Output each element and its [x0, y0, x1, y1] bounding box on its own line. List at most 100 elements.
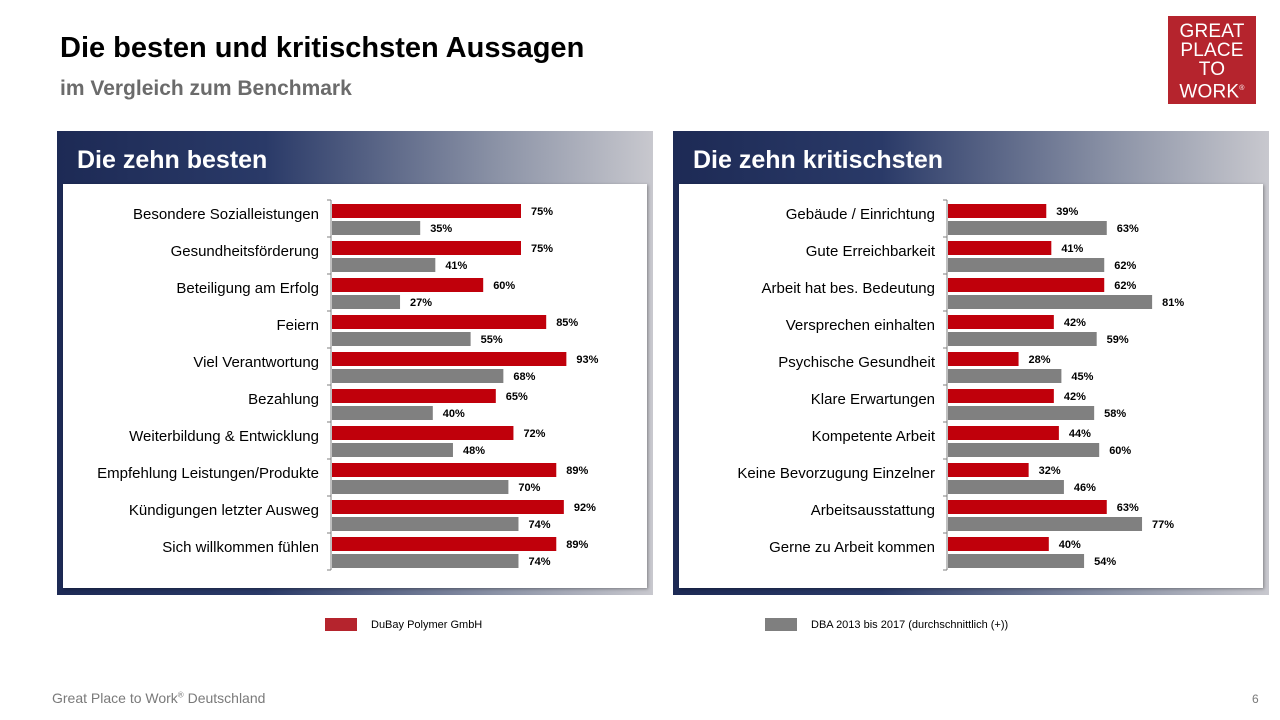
company-value-label: 89%	[566, 465, 588, 477]
footer-brand: Great Place to Work	[52, 690, 178, 706]
legend-label-benchmark: DBA 2013 bis 2017 (durchschnittlich (+))	[811, 618, 1009, 631]
category-label: Beteiligung am Erfolg	[176, 280, 319, 297]
benchmark-value-label: 54%	[1094, 556, 1116, 568]
company-value-label: 89%	[566, 539, 588, 551]
category-label: Versprechen einhalten	[786, 317, 935, 334]
best-panel-title: Die zehn besten	[77, 146, 268, 174]
company-value-label: 40%	[1059, 539, 1081, 551]
company-bar	[948, 352, 1019, 366]
benchmark-value-label: 40%	[443, 408, 465, 420]
category-label: Psychische Gesundheit	[778, 354, 936, 371]
company-bar	[332, 315, 547, 329]
company-value-label: 65%	[506, 391, 528, 403]
company-bar	[948, 500, 1107, 514]
benchmark-bar	[332, 517, 519, 531]
category-label: Weiterbildung & Entwicklung	[129, 428, 319, 445]
benchmark-bar	[948, 406, 1095, 420]
benchmark-bar	[332, 480, 509, 494]
logo-line-2: PLACE	[1180, 40, 1244, 61]
company-bar	[948, 278, 1105, 292]
legend-swatch-company	[325, 618, 357, 631]
category-label: Gebäude / Einrichtung	[786, 206, 935, 223]
company-bar	[332, 204, 521, 218]
legend-benchmark: DBA 2013 bis 2017 (durchschnittlich (+))	[765, 618, 1008, 631]
footer-suffix: Deutschland	[183, 690, 266, 706]
benchmark-bar	[948, 221, 1107, 235]
company-value-label: 75%	[531, 243, 553, 255]
benchmark-value-label: 74%	[528, 519, 550, 531]
company-bar	[332, 500, 564, 514]
company-bar	[948, 315, 1054, 329]
benchmark-value-label: 62%	[1114, 260, 1136, 272]
critical-statements-chart: Gebäude / Einrichtung 39% 63% Gute Erreichb…	[737, 199, 1184, 571]
page-number: 6	[1252, 692, 1259, 706]
category-label: Keine Bevorzugung Einzelner	[737, 465, 935, 482]
logo-registered-mark: ®	[1239, 85, 1245, 92]
company-value-label: 28%	[1029, 354, 1051, 366]
benchmark-value-label: 81%	[1162, 297, 1184, 309]
category-label: Feiern	[276, 317, 319, 334]
category-label: Arbeitsausstattung	[811, 502, 935, 519]
page-title: Die besten und kritischsten Aussagen	[60, 32, 585, 64]
benchmark-value-label: 58%	[1104, 408, 1126, 420]
benchmark-bar	[948, 258, 1105, 272]
critical-panel-title: Die zehn kritischsten	[693, 146, 944, 174]
company-bar	[948, 463, 1029, 477]
category-label: Bezahlung	[248, 391, 319, 408]
company-bar	[332, 537, 557, 551]
benchmark-bar	[332, 406, 433, 420]
benchmark-value-label: 45%	[1071, 371, 1093, 383]
benchmark-value-label: 68%	[513, 371, 535, 383]
benchmark-value-label: 46%	[1074, 482, 1096, 494]
benchmark-bar	[332, 295, 401, 309]
company-bar	[948, 389, 1054, 403]
best-statements-panel: Die zehn besten Besondere Sozialleistung…	[57, 131, 653, 595]
company-value-label: 42%	[1064, 391, 1086, 403]
company-bar	[332, 278, 484, 292]
benchmark-bar	[948, 443, 1100, 457]
company-bar	[948, 426, 1059, 440]
company-bar	[332, 241, 521, 255]
legend-company: DuBay Polymer GmbH	[325, 618, 482, 631]
benchmark-bar	[948, 295, 1153, 309]
benchmark-value-label: 41%	[445, 260, 467, 272]
benchmark-value-label: 55%	[481, 334, 503, 346]
best-statements-chart: Besondere Sozialleistungen 75% 35% Gesundhe…	[97, 199, 599, 571]
logo-line-1: GREAT	[1179, 21, 1245, 42]
category-label: Besondere Sozialleistungen	[133, 206, 319, 223]
company-value-label: 41%	[1061, 243, 1083, 255]
category-label: Kündigungen letzter Ausweg	[129, 502, 319, 519]
category-label: Gerne zu Arbeit kommen	[769, 539, 935, 556]
company-value-label: 92%	[574, 502, 596, 514]
company-value-label: 72%	[523, 428, 545, 440]
company-bar	[948, 241, 1052, 255]
logo-line-3: TO	[1198, 59, 1226, 80]
company-value-label: 42%	[1064, 317, 1086, 329]
category-label: Viel Verantwortung	[193, 354, 319, 371]
company-bar	[332, 426, 514, 440]
category-label: Arbeit hat bes. Bedeutung	[762, 280, 935, 297]
benchmark-value-label: 74%	[528, 556, 550, 568]
benchmark-bar	[948, 369, 1062, 383]
benchmark-value-label: 70%	[518, 482, 540, 494]
category-label: Gesundheitsförderung	[171, 243, 319, 260]
company-bar	[332, 463, 557, 477]
great-place-to-work-logo: GREAT PLACE TO WORK®	[1168, 16, 1256, 104]
benchmark-value-label: 27%	[410, 297, 432, 309]
benchmark-bar	[332, 369, 504, 383]
benchmark-value-label: 77%	[1152, 519, 1174, 531]
company-bar	[332, 352, 567, 366]
category-label: Gute Erreichbarkeit	[806, 243, 936, 260]
footer-text: Great Place to Work® Deutschland	[52, 690, 265, 706]
category-label: Sich willkommen fühlen	[162, 539, 319, 556]
category-label: Kompetente Arbeit	[812, 428, 936, 445]
benchmark-bar	[948, 554, 1085, 568]
legend-label-company: DuBay Polymer GmbH	[371, 618, 483, 631]
benchmark-bar	[332, 221, 421, 235]
company-bar	[948, 204, 1047, 218]
company-value-label: 44%	[1069, 428, 1091, 440]
company-value-label: 93%	[576, 354, 598, 366]
critical-chart-area: Gebäude / Einrichtung 39% 63% Gute Erreichb…	[679, 184, 1263, 588]
benchmark-bar	[332, 258, 436, 272]
company-value-label: 85%	[556, 317, 578, 329]
